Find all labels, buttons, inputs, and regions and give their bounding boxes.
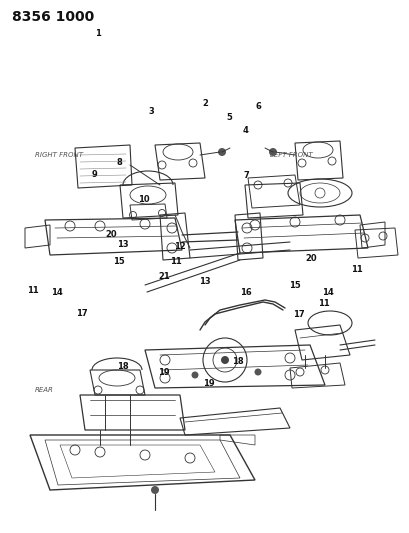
Text: LEFT FRONT: LEFT FRONT: [270, 152, 312, 158]
Text: 9: 9: [91, 171, 97, 179]
Text: 7: 7: [243, 172, 248, 180]
Text: 11: 11: [317, 300, 329, 308]
Text: 19: 19: [158, 368, 169, 376]
Circle shape: [218, 148, 225, 156]
Text: 15: 15: [289, 281, 300, 289]
Text: REAR: REAR: [35, 387, 54, 393]
Text: 18: 18: [231, 357, 243, 366]
Text: 8: 8: [116, 158, 121, 167]
Text: 5: 5: [226, 113, 232, 122]
Text: 10: 10: [137, 196, 149, 204]
Text: 14: 14: [321, 288, 333, 296]
Text: 17: 17: [293, 310, 304, 319]
Circle shape: [268, 148, 276, 156]
Text: 2: 2: [202, 100, 207, 108]
Text: 11: 11: [350, 265, 362, 273]
Text: 8356 1000: 8356 1000: [12, 10, 94, 24]
Text: 17: 17: [76, 309, 88, 318]
Text: 4: 4: [243, 126, 248, 135]
Text: 20: 20: [105, 230, 116, 239]
Text: 13: 13: [199, 277, 210, 286]
Text: 14: 14: [52, 288, 63, 296]
Text: 21: 21: [158, 272, 169, 280]
Text: RIGHT FRONT: RIGHT FRONT: [35, 152, 83, 158]
Text: 6: 6: [255, 102, 261, 111]
Text: 1: 1: [95, 29, 101, 37]
Text: 15: 15: [113, 257, 124, 265]
Text: 13: 13: [117, 240, 128, 248]
Circle shape: [191, 372, 198, 378]
Circle shape: [254, 368, 261, 376]
Text: 19: 19: [203, 379, 214, 388]
Circle shape: [151, 486, 159, 494]
Text: 16: 16: [240, 288, 251, 296]
Circle shape: [220, 356, 229, 364]
Text: 11: 11: [27, 286, 38, 295]
Text: 20: 20: [305, 254, 317, 263]
Text: 18: 18: [117, 362, 128, 371]
Text: 3: 3: [148, 108, 154, 116]
Text: 11: 11: [170, 257, 182, 265]
Text: 12: 12: [174, 242, 186, 251]
